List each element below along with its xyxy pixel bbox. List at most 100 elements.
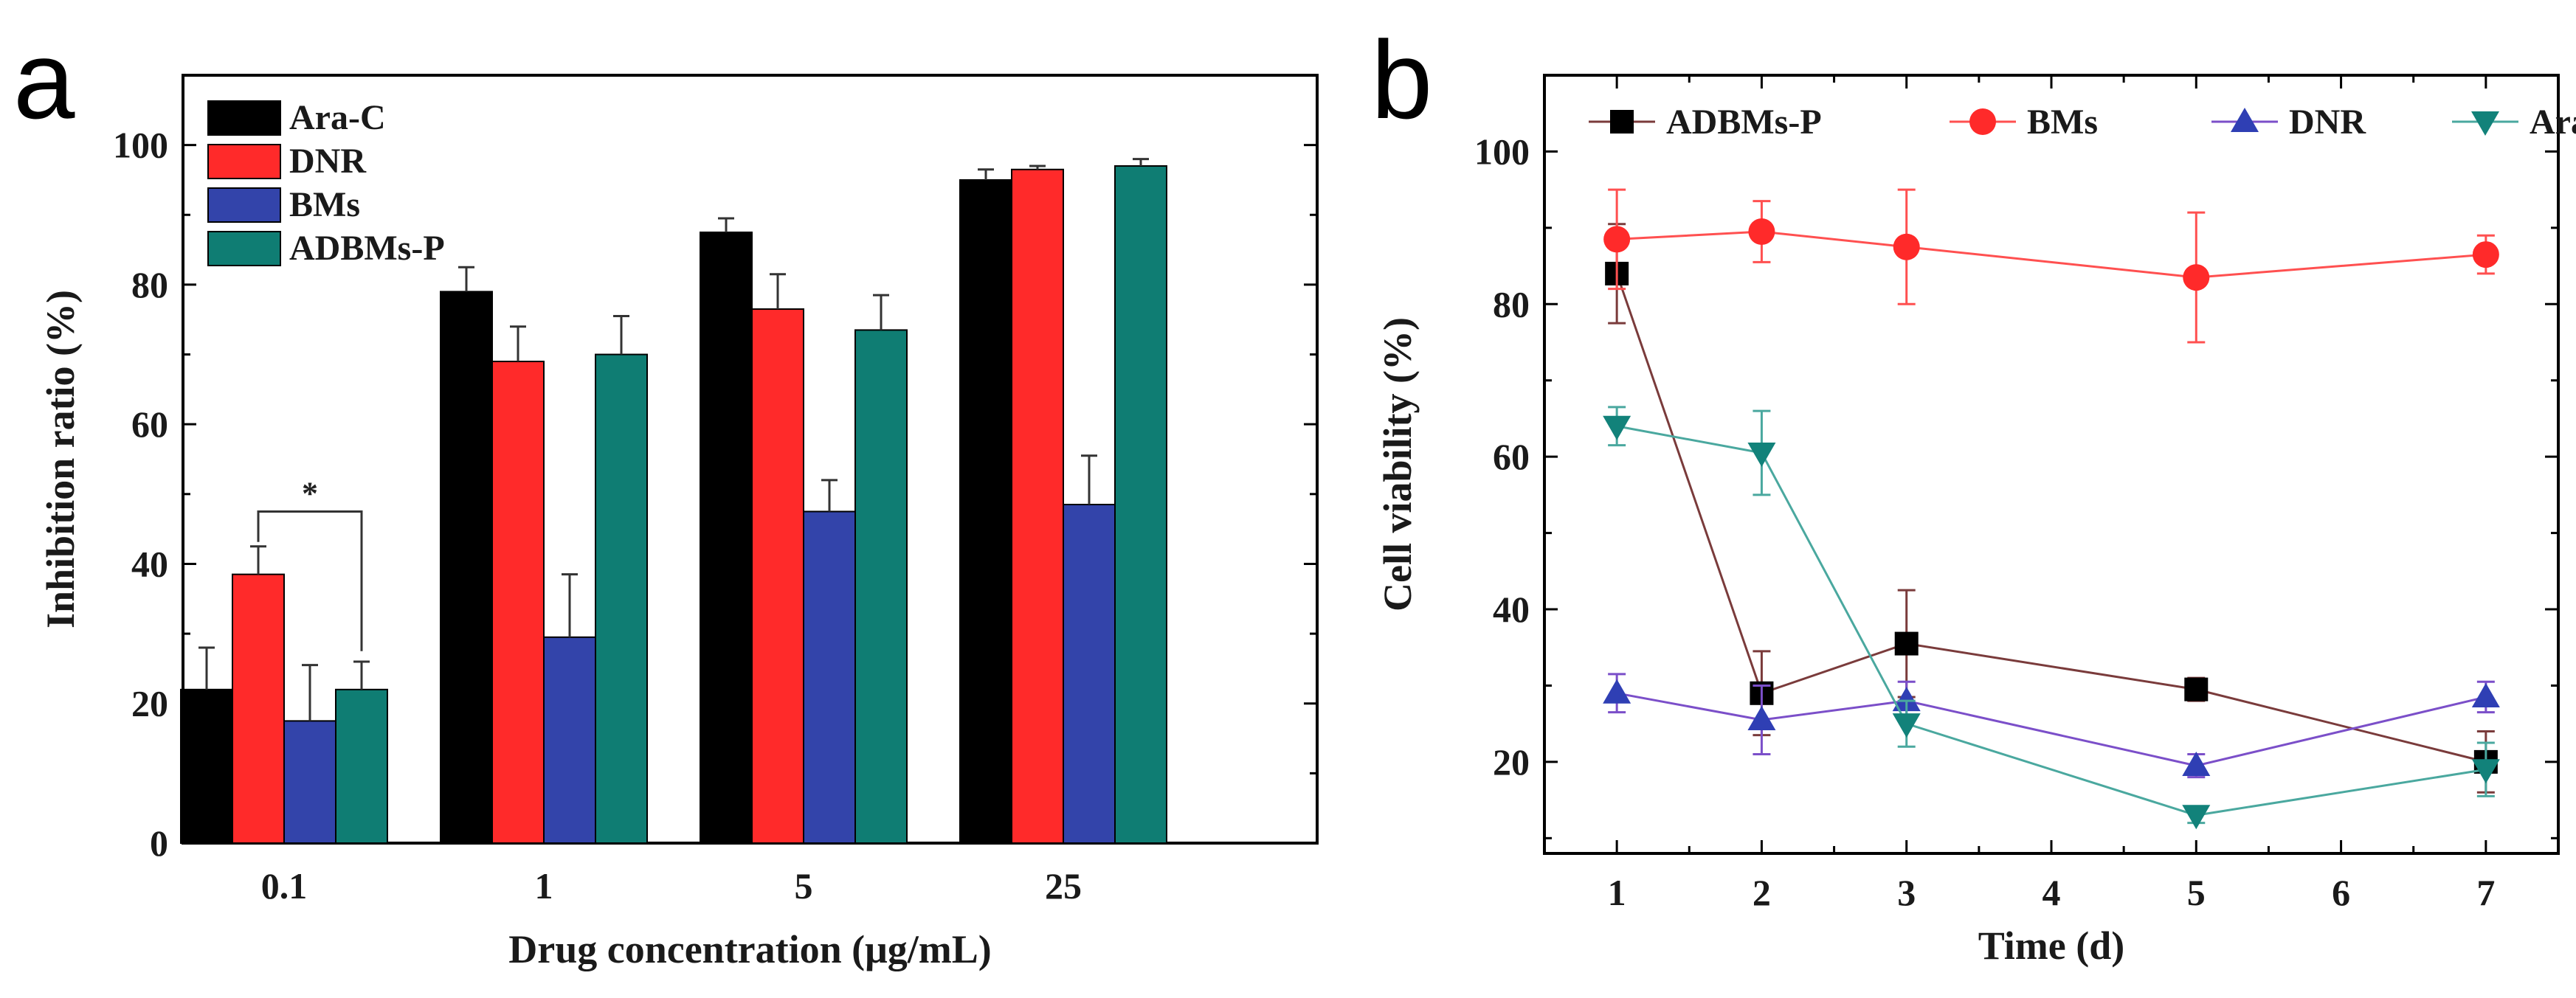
bar-bms-25 bbox=[1063, 504, 1116, 844]
legend-label-adbms-p: ADBMs-P bbox=[289, 229, 445, 268]
y-tick-label-b: 80 bbox=[1493, 283, 1530, 325]
error-bar-bms bbox=[562, 573, 578, 637]
x-tick-label-a: 5 bbox=[795, 865, 813, 907]
bar-dnr-25 bbox=[1011, 168, 1064, 844]
legend-marker-ara-c bbox=[2471, 111, 2499, 136]
point-ara-c-d1 bbox=[1603, 415, 1631, 440]
point-dnr-d5 bbox=[2182, 752, 2211, 777]
y-tick-label-a: 60 bbox=[131, 403, 168, 445]
legend-label-ara-c: Ara-C bbox=[2530, 103, 2576, 142]
legend-label-bms: BMs bbox=[2027, 103, 2098, 142]
series-line-adbms-p bbox=[1615, 273, 2487, 763]
error-bar-ara-c bbox=[198, 646, 215, 690]
bar-chart-inhibition: 0 20 40 60 80 100 0.1 1 5 25 * Ara-C DNR BMs ADBMs-P Dr… bbox=[38, 74, 1319, 971]
point-ara-c-d7 bbox=[2471, 759, 2500, 784]
point-dnr-d2 bbox=[1747, 705, 1776, 730]
legend-swatch-dnr bbox=[207, 144, 281, 179]
x-tick-label-b: 1 bbox=[1608, 872, 1626, 913]
x-tick-label-a: 0.1 bbox=[261, 865, 308, 907]
panel-label-b: b bbox=[1371, 18, 1432, 142]
series-line-bms bbox=[1617, 230, 2486, 279]
line-chart-viability: 20 40 60 80 100 1 2 3 4 5 6 7 ADBMs-P BMs DNR Ara-C Time… bbox=[1375, 74, 2576, 968]
point-dnr-d1 bbox=[1603, 679, 1631, 704]
x-tick-label-b: 3 bbox=[1897, 872, 1916, 913]
y-tick-label-a: 40 bbox=[131, 543, 168, 584]
bar-dnr-0-1 bbox=[232, 573, 285, 845]
error-bar-adbms-p bbox=[873, 294, 889, 330]
point-adbms-p-d3 bbox=[1894, 631, 1919, 656]
legend-label-ara-c: Ara-C bbox=[289, 98, 386, 137]
point-adbms-p-d5 bbox=[2184, 677, 2209, 701]
legend-label-dnr: DNR bbox=[289, 142, 367, 181]
point-dnr-d7 bbox=[2471, 682, 2500, 707]
legend-label-bms: BMs bbox=[289, 185, 360, 224]
error-bar-ara-c bbox=[978, 168, 994, 180]
legend-b: ADBMs-P BMs DNR Ara-C bbox=[1589, 103, 2576, 142]
error-bar-ara-c bbox=[458, 266, 474, 292]
bar-ara-c-5 bbox=[700, 231, 753, 844]
x-tick-label-b: 2 bbox=[1753, 872, 1771, 913]
error-bar-adbms-p bbox=[353, 660, 370, 690]
legend-swatch-ara-c bbox=[207, 100, 281, 136]
y-tick-label-b: 60 bbox=[1493, 436, 1530, 477]
series-bms bbox=[1603, 188, 2499, 344]
legend-a: Ara-C DNR BMs ADBMs-P bbox=[207, 98, 445, 268]
bar-dnr-1 bbox=[491, 361, 545, 844]
panel-label-a: a bbox=[13, 18, 75, 142]
y-tick-label-a: 80 bbox=[131, 264, 168, 305]
series-ara-c bbox=[1603, 406, 2500, 830]
legend-marker-bms bbox=[1969, 108, 1996, 135]
legend-marker-adbms-p bbox=[1610, 110, 1634, 134]
point-bms-d2 bbox=[1748, 218, 1775, 246]
point-dnr-d3 bbox=[1892, 687, 1921, 712]
significance-star: * bbox=[302, 475, 318, 511]
legend-label-dnr: DNR bbox=[2289, 103, 2366, 142]
legend-swatch-bms bbox=[207, 187, 281, 223]
point-bms-d3 bbox=[1893, 233, 1920, 260]
plot-frame-b bbox=[1543, 74, 2560, 855]
point-bms-d7 bbox=[2472, 241, 2499, 268]
bar-adbms-p-5 bbox=[854, 329, 908, 844]
legend-label-adbms-p: ADBMs-P bbox=[1666, 103, 1822, 142]
bar-bms-0-1 bbox=[283, 720, 336, 844]
point-ara-c-d3 bbox=[1892, 713, 1921, 738]
bar-adbms-p-1 bbox=[595, 353, 648, 844]
point-bms-d5 bbox=[2183, 264, 2210, 291]
point-bms-d1 bbox=[1603, 226, 1631, 253]
point-ara-c-d2 bbox=[1747, 442, 1776, 467]
legend-marker-dnr bbox=[2231, 108, 2259, 132]
x-axis-title-a: Drug concentration (μg/mL) bbox=[508, 927, 992, 971]
bar-dnr-5 bbox=[751, 308, 804, 845]
y-axis-title-a: Inhibition ratio (%) bbox=[38, 290, 83, 628]
bar-ara-c-25 bbox=[959, 179, 1012, 845]
bar-bms-5 bbox=[803, 510, 856, 845]
error-bar-adbms-p bbox=[613, 314, 629, 355]
error-bar-adbms-p bbox=[1133, 158, 1149, 167]
y-tick-label-b: 40 bbox=[1493, 589, 1530, 630]
x-tick-label-b: 7 bbox=[2476, 872, 2495, 913]
error-bar-bms bbox=[302, 664, 318, 721]
error-bar-dnr bbox=[510, 325, 526, 362]
error-bar-dnr bbox=[1029, 164, 1046, 170]
bar-adbms-p-25 bbox=[1114, 165, 1167, 844]
series-dnr bbox=[1603, 673, 2500, 779]
bar-bms-1 bbox=[543, 636, 596, 845]
x-tick-label-b: 6 bbox=[2332, 872, 2350, 913]
series-line-ara-c bbox=[1616, 425, 2487, 817]
legend-swatch-adbms-p bbox=[207, 231, 281, 266]
error-bar-dnr bbox=[250, 545, 266, 575]
x-axis-title-b: Time (d) bbox=[1978, 924, 2125, 968]
error-bar-ara-c bbox=[718, 217, 734, 232]
x-tick-label-a: 25 bbox=[1045, 865, 1082, 907]
bar-adbms-p-0-1 bbox=[335, 688, 388, 844]
y-tick-label-a: 0 bbox=[150, 822, 168, 864]
y-tick-label-b: 20 bbox=[1493, 741, 1530, 783]
series-adbms-p bbox=[1605, 223, 2498, 794]
error-bar-bms bbox=[1081, 454, 1097, 505]
x-tick-label-b: 4 bbox=[2043, 872, 2061, 913]
y-tick-label-b: 100 bbox=[1474, 131, 1530, 172]
y-tick-label-a: 20 bbox=[131, 683, 168, 724]
x-tick-label-a: 1 bbox=[535, 865, 553, 907]
error-bar-bms bbox=[821, 479, 838, 512]
